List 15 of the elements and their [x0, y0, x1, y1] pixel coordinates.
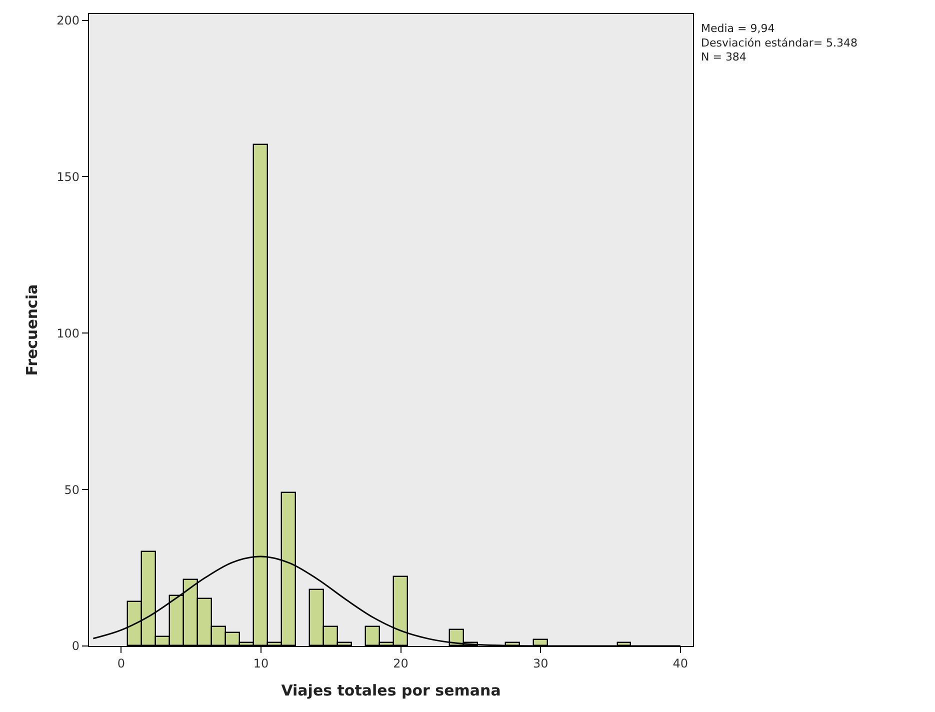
y-tick-label: 150: [56, 170, 80, 184]
x-tick-label: 0: [117, 656, 125, 670]
y-tick-label: 0: [72, 639, 80, 654]
x-tick-label: 40: [672, 656, 688, 670]
y-tick-label: 200: [56, 13, 80, 28]
x-tick-label: 20: [393, 656, 408, 670]
y-axis-title: Frecuencia: [22, 284, 41, 376]
x-axis-title: Viajes totales por semana: [281, 682, 501, 700]
text: Media = 9,94: [701, 22, 775, 35]
x-tick-label: 10: [253, 656, 269, 670]
text: Desviación estándar= 5.348: [701, 36, 858, 50]
y-tick-label: 100: [56, 326, 80, 340]
y-tick-label: 50: [64, 482, 80, 497]
text: N = 384: [701, 50, 746, 64]
x-tick-label: 30: [532, 656, 548, 670]
